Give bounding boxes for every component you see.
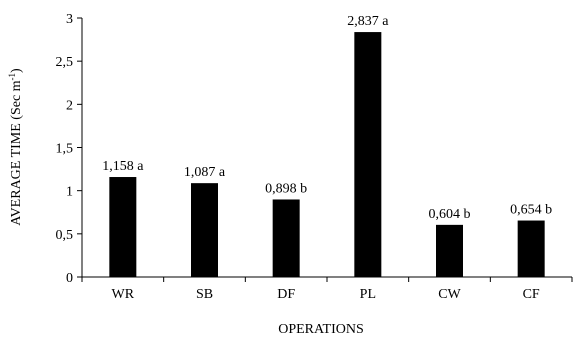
y-axis-title-superscript: -1 xyxy=(7,73,17,81)
bar xyxy=(517,220,545,277)
tick-labels: 0 0,5 1 1,5 2 2,5 3 WR SB DF PL CW CF xyxy=(56,12,540,302)
y-tick-label: 3 xyxy=(66,12,73,27)
y-tick-label: 2,5 xyxy=(56,55,74,70)
y-tick-label: 0 xyxy=(66,271,73,286)
x-tick-label: PL xyxy=(360,287,376,302)
data-label: 0,604 b xyxy=(429,207,471,222)
y-tick-label: 1 xyxy=(66,185,73,200)
data-label: 1,158 a xyxy=(102,159,144,174)
data-label: 0,654 b xyxy=(510,203,552,218)
x-tick-label: WR xyxy=(112,287,135,302)
x-tick-label: SB xyxy=(196,287,213,302)
bar xyxy=(436,224,463,277)
bar xyxy=(191,183,218,277)
y-axis-title-main: AVERAGE TIME (Sec m xyxy=(9,80,24,225)
data-label: 2,837 a xyxy=(347,14,389,29)
x-axis-title: OPERATIONS xyxy=(278,322,364,337)
bar xyxy=(354,32,382,278)
bar xyxy=(109,177,137,277)
y-tick-label: 0,5 xyxy=(56,228,74,243)
bars xyxy=(109,32,545,278)
y-tick-label: 2 xyxy=(66,98,73,113)
x-tick-label: CW xyxy=(438,287,461,302)
y-axis-title-close: ) xyxy=(9,68,24,73)
y-tick-label: 1,5 xyxy=(56,142,74,157)
data-label: 0,898 b xyxy=(265,181,307,196)
data-label: 1,087 a xyxy=(184,165,226,180)
y-axis-title: AVERAGE TIME (Sec m-1) xyxy=(7,68,24,226)
axes xyxy=(77,17,573,282)
bar xyxy=(272,199,300,277)
data-labels: 1,158 a 1,087 a 0,898 b 2,837 a 0,604 b 0,654… xyxy=(102,14,552,222)
x-tick-label: DF xyxy=(277,287,295,302)
x-tick-label: CF xyxy=(523,287,540,302)
